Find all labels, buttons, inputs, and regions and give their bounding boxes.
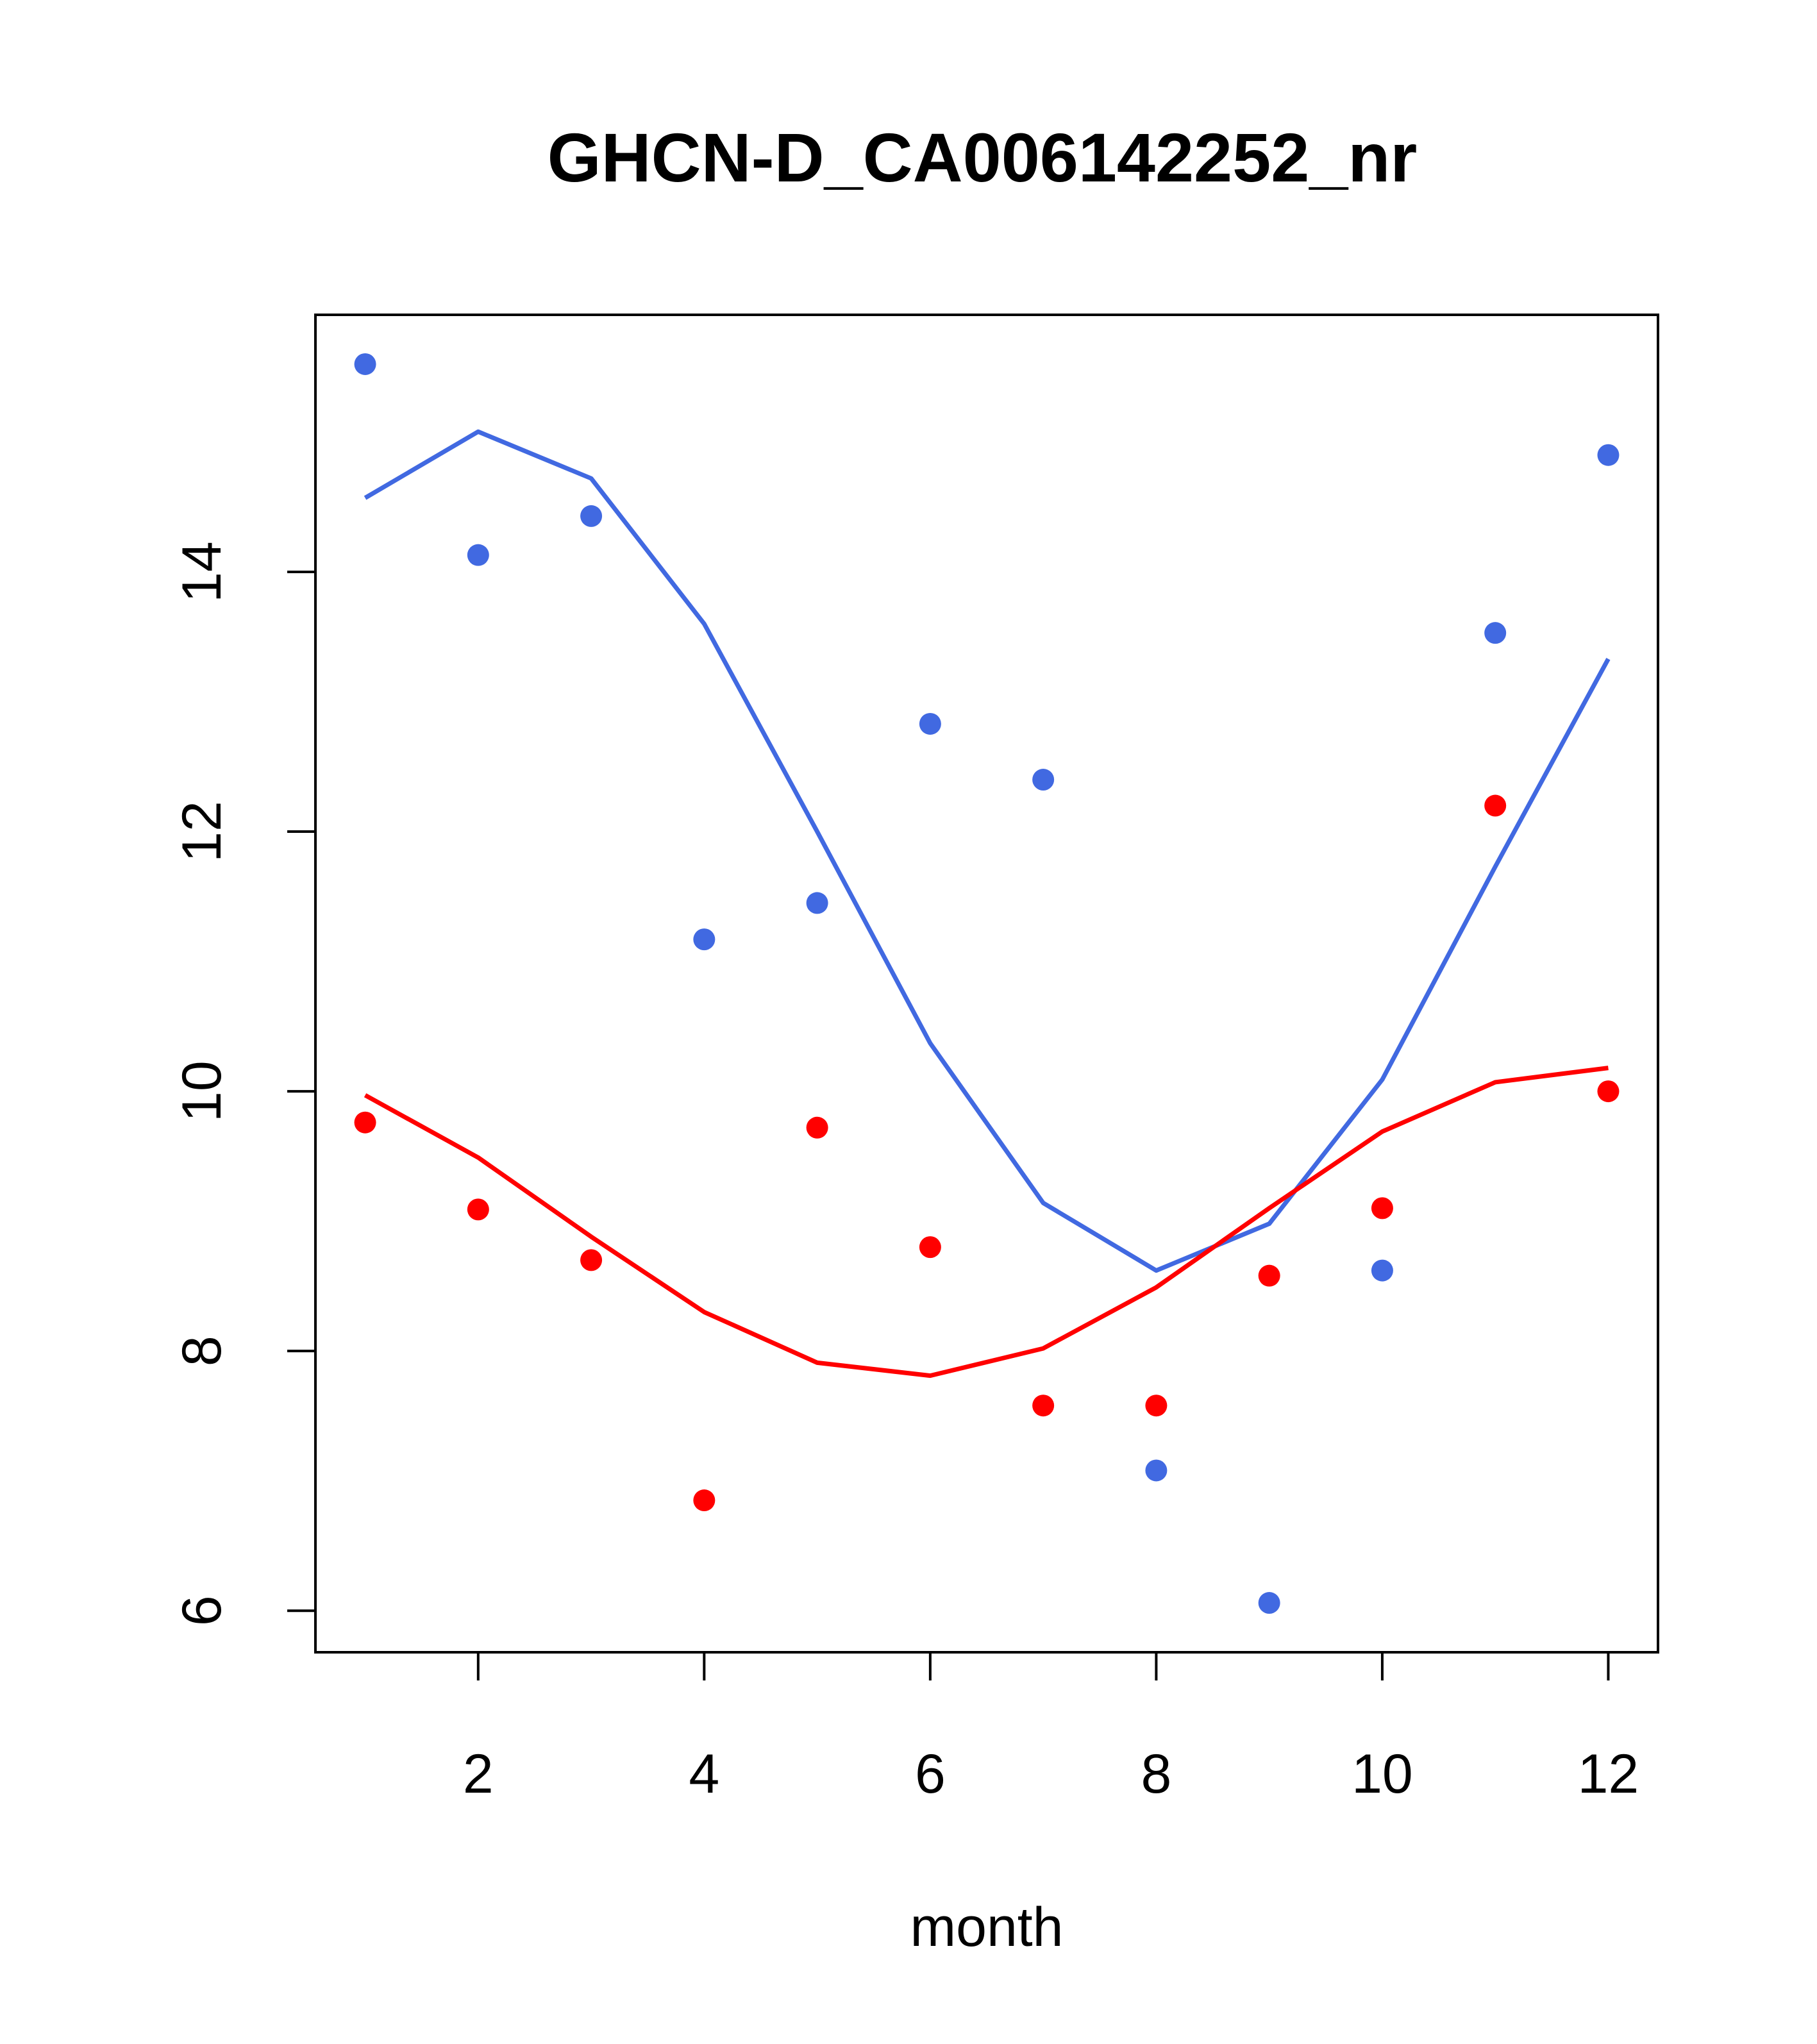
series-1-point (1371, 1259, 1393, 1282)
y-tick-label: 8 (171, 1336, 233, 1366)
x-tick-label: 8 (1141, 1743, 1171, 1805)
series-2-line (364, 1066, 1609, 1378)
x-tick-label: 10 (1352, 1743, 1413, 1805)
plot-frame (314, 314, 1659, 1654)
series-1-point (467, 544, 489, 566)
series-1-point (806, 892, 828, 914)
y-axis: 6 8 10 12 14 (171, 541, 317, 1626)
series-2-point (693, 1489, 716, 1512)
series-2-point (1258, 1264, 1280, 1287)
x-tick-label: 12 (1578, 1743, 1639, 1805)
series-1-point (1145, 1459, 1168, 1482)
series-1-point (1484, 622, 1507, 644)
series-2-point (1032, 1395, 1055, 1417)
series-2-point (1597, 1080, 1620, 1103)
series-2-point (580, 1249, 603, 1271)
series-2-point (1371, 1197, 1393, 1219)
series-layer (354, 353, 1620, 1614)
chart-title: GHCN-D_CA006142252_nr (548, 119, 1418, 196)
x-axis-label: month (910, 1897, 1063, 1958)
series-2-point (1484, 794, 1507, 817)
series-1-point (693, 928, 716, 951)
y-tick-label: 6 (171, 1595, 233, 1626)
series-1-point (1258, 1592, 1280, 1614)
x-tick-label: 6 (915, 1743, 946, 1805)
series-2-point (919, 1236, 941, 1259)
y-tick-label: 14 (171, 541, 233, 603)
series-1-point (580, 505, 603, 527)
series-1-line (364, 429, 1611, 1273)
series-1-point (919, 712, 941, 735)
x-tick-label: 2 (463, 1743, 494, 1805)
y-tick-label: 12 (171, 801, 233, 862)
y-tick-label: 10 (171, 1060, 233, 1122)
series-1-point (1597, 444, 1620, 466)
series-1-point (354, 353, 376, 375)
series-1-point (1032, 769, 1055, 791)
series-2-point (806, 1116, 828, 1139)
x-tick-label: 4 (689, 1743, 719, 1805)
series-2-point (467, 1198, 489, 1221)
series-2-point (1145, 1395, 1168, 1417)
x-axis: 2 4 6 8 10 12 (463, 1651, 1639, 1805)
series-2-point (354, 1111, 376, 1134)
